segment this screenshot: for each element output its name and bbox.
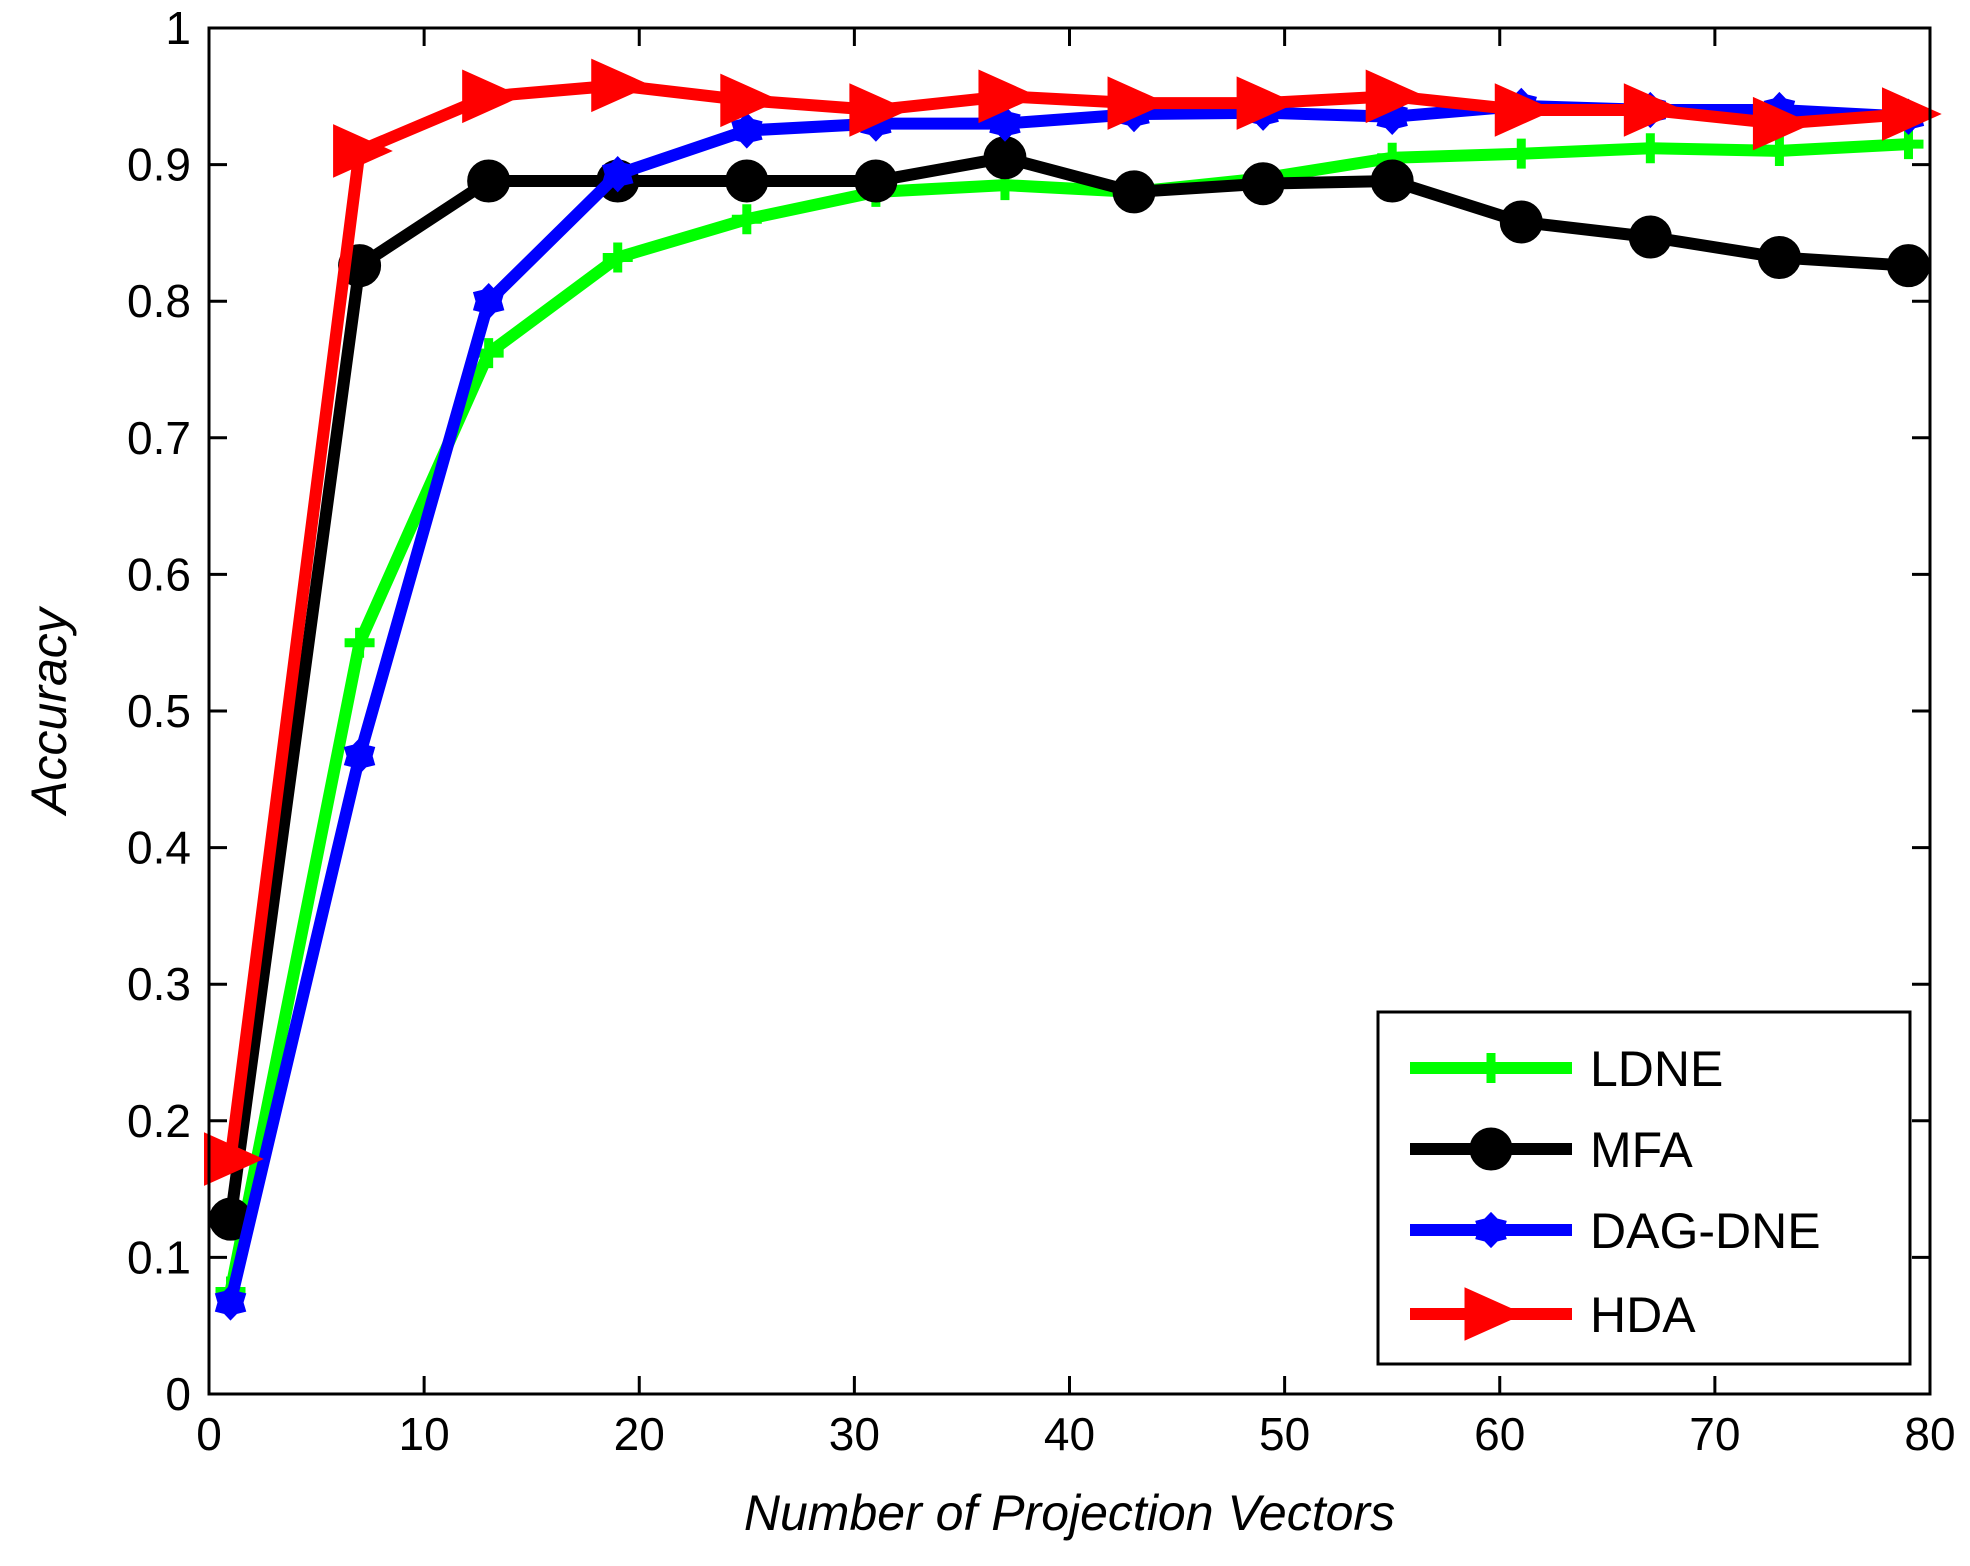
series-mfa	[209, 136, 1930, 1241]
y-tick-label: 0.8	[127, 275, 191, 327]
data-point	[1241, 162, 1285, 206]
plot-frame	[207, 26, 1932, 1396]
plot-series	[204, 58, 1942, 1321]
data-point	[720, 73, 781, 128]
data-point	[1370, 159, 1414, 203]
y-tick-label: 1	[165, 2, 191, 54]
data-point	[978, 69, 1039, 124]
x-tick-label: 40	[1044, 1408, 1095, 1460]
data-point	[849, 83, 910, 137]
data-point	[1752, 96, 1813, 151]
data-point	[591, 58, 651, 113]
x-tick-label: 0	[196, 1408, 222, 1460]
data-point	[1635, 133, 1666, 164]
legend-label: DAG-DNE	[1590, 1203, 1821, 1259]
data-point	[467, 159, 511, 203]
data-point	[1764, 135, 1795, 166]
data-point	[1881, 87, 1942, 141]
y-tick-label: 0.1	[127, 1231, 191, 1283]
data-point	[1494, 83, 1555, 137]
data-point	[1107, 76, 1168, 130]
legend-item-hda: HDA	[1410, 1287, 1696, 1343]
y-tick-label: 0.6	[127, 548, 191, 600]
x-tick-label: 10	[399, 1408, 450, 1460]
x-axis-title: Number of Projection Vectors	[744, 1485, 1395, 1541]
legend-marker	[1475, 1211, 1507, 1249]
data-point	[1236, 76, 1297, 130]
x-tick-label: 20	[614, 1408, 665, 1460]
legend-marker	[1469, 1127, 1513, 1171]
data-point	[854, 159, 898, 203]
data-point	[731, 204, 762, 235]
data-point	[983, 136, 1027, 180]
y-tick-label: 0.3	[127, 958, 191, 1010]
data-point	[204, 1132, 264, 1186]
data-point	[1365, 69, 1426, 124]
y-tick-label: 0.9	[127, 139, 191, 191]
x-tick-label: 30	[829, 1408, 880, 1460]
legend: LDNE MFA DAG-DNE HDA	[1376, 1010, 1912, 1366]
data-point	[725, 159, 769, 203]
data-point	[1886, 244, 1930, 288]
y-tick-label: 0.4	[127, 822, 191, 874]
y-axis-title: Accuracy	[21, 605, 77, 817]
data-point	[1757, 235, 1801, 279]
data-point	[333, 124, 393, 178]
legend-marker	[1476, 1053, 1506, 1083]
data-point	[462, 69, 522, 124]
tick-labels: 0 10 20 30 40 50 60 70 80 0 0.1 0.2 0.3 0.4 0.5 0.6 0.7 0…	[127, 2, 1956, 1460]
x-tick-label: 70	[1689, 1408, 1740, 1460]
legend-label: MFA	[1590, 1122, 1693, 1178]
y-tick-label: 0.7	[127, 412, 191, 464]
data-point	[602, 242, 633, 273]
x-tick-label: 50	[1259, 1408, 1310, 1460]
data-point	[1628, 215, 1672, 259]
y-tick-label: 0	[165, 1368, 191, 1420]
series-line	[224, 151, 1909, 1221]
legend-item-ldne: LDNE	[1410, 1041, 1723, 1097]
data-point	[1623, 83, 1684, 137]
data-point	[214, 1284, 247, 1321]
y-tick-label: 0.5	[127, 685, 191, 737]
legend-marker	[1464, 1287, 1525, 1341]
x-tick-label: 60	[1474, 1408, 1525, 1460]
data-point	[1499, 200, 1543, 244]
y-tick-label: 0.2	[127, 1095, 191, 1147]
legend-item-mfa: MFA	[1410, 1122, 1693, 1178]
data-point	[1506, 138, 1537, 169]
data-point	[602, 156, 634, 193]
legend-label: LDNE	[1590, 1041, 1723, 1097]
legend-item-dag-dne: DAG-DNE	[1410, 1203, 1821, 1259]
data-point	[1112, 170, 1156, 214]
series-hda	[204, 58, 1942, 1186]
data-point	[344, 627, 375, 658]
legend-label: HDA	[1590, 1287, 1696, 1343]
data-point	[731, 112, 763, 149]
data-point	[343, 737, 376, 775]
series-line	[224, 138, 1909, 1293]
data-point	[472, 283, 505, 320]
x-tick-label: 80	[1904, 1408, 1955, 1460]
